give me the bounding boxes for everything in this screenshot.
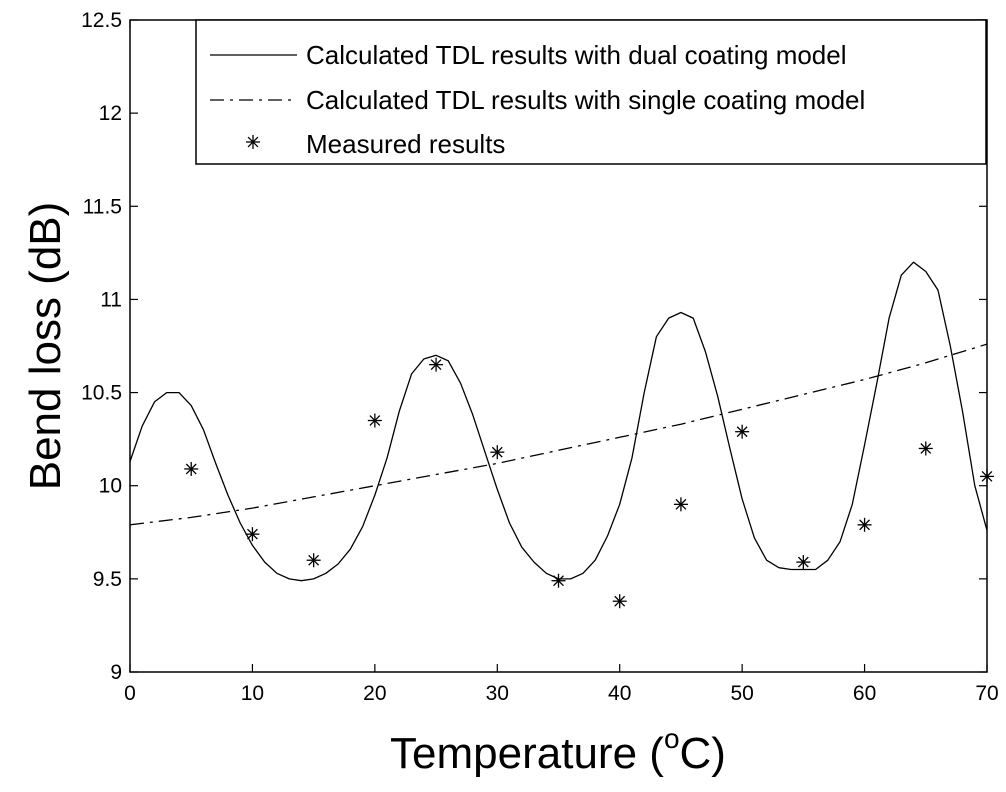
x-axis-title-superscript: o (664, 723, 680, 754)
measured-point (429, 357, 444, 372)
measured-point (306, 553, 321, 568)
y-tick-label: 12 (99, 102, 122, 125)
measured-point (980, 469, 994, 484)
tick-labels: 0 10 20 30 40 50 60 70 9 9.5 10 10.5 11 11.5 12 12.5 (81, 9, 999, 705)
measured-point (857, 517, 872, 532)
measured-point (796, 555, 811, 570)
y-tick-label: 12.5 (81, 9, 122, 32)
measured-point (367, 413, 382, 428)
series-line-single-coating (129, 343, 988, 526)
x-tick-label: 30 (486, 682, 509, 705)
measured-point (735, 424, 750, 439)
x-tick-label: 0 (124, 682, 136, 705)
x-tick-label: 40 (608, 682, 631, 705)
x-tick-label: 10 (241, 682, 264, 705)
y-tick-label: 10.5 (81, 382, 122, 405)
legend: Calculated TDL results with dual coating… (195, 19, 987, 165)
legend-label-dual: Calculated TDL results with dual coating… (306, 40, 847, 70)
y-tick-label: 10 (99, 475, 122, 498)
x-axis-title: Temperature (oC) (390, 723, 726, 778)
x-tick-label: 70 (975, 682, 998, 705)
legend-box (195, 19, 987, 165)
measured-point (184, 461, 199, 476)
measured-point (918, 441, 933, 456)
measured-point (612, 594, 627, 609)
y-axis-title: Bend loss (dB) (21, 202, 70, 491)
x-tick-label: 50 (730, 682, 753, 705)
legend-asterisk-icon (246, 135, 260, 149)
measured-point (551, 573, 566, 588)
measured-point (673, 497, 688, 512)
legend-label-measured: Measured results (306, 129, 505, 159)
y-tick-label: 9.5 (93, 568, 122, 591)
y-tick-label: 11.5 (83, 195, 122, 218)
series-layer (129, 261, 994, 609)
legend-label-single: Calculated TDL results with single coati… (306, 85, 865, 115)
legend-marker-measured (246, 135, 260, 149)
x-tick-label: 60 (853, 682, 876, 705)
y-tick-label: 9 (110, 661, 122, 684)
measured-point (245, 527, 260, 542)
y-tick-label: 11 (100, 288, 122, 311)
x-tick-label: 20 (363, 682, 386, 705)
measured-point (490, 445, 505, 460)
